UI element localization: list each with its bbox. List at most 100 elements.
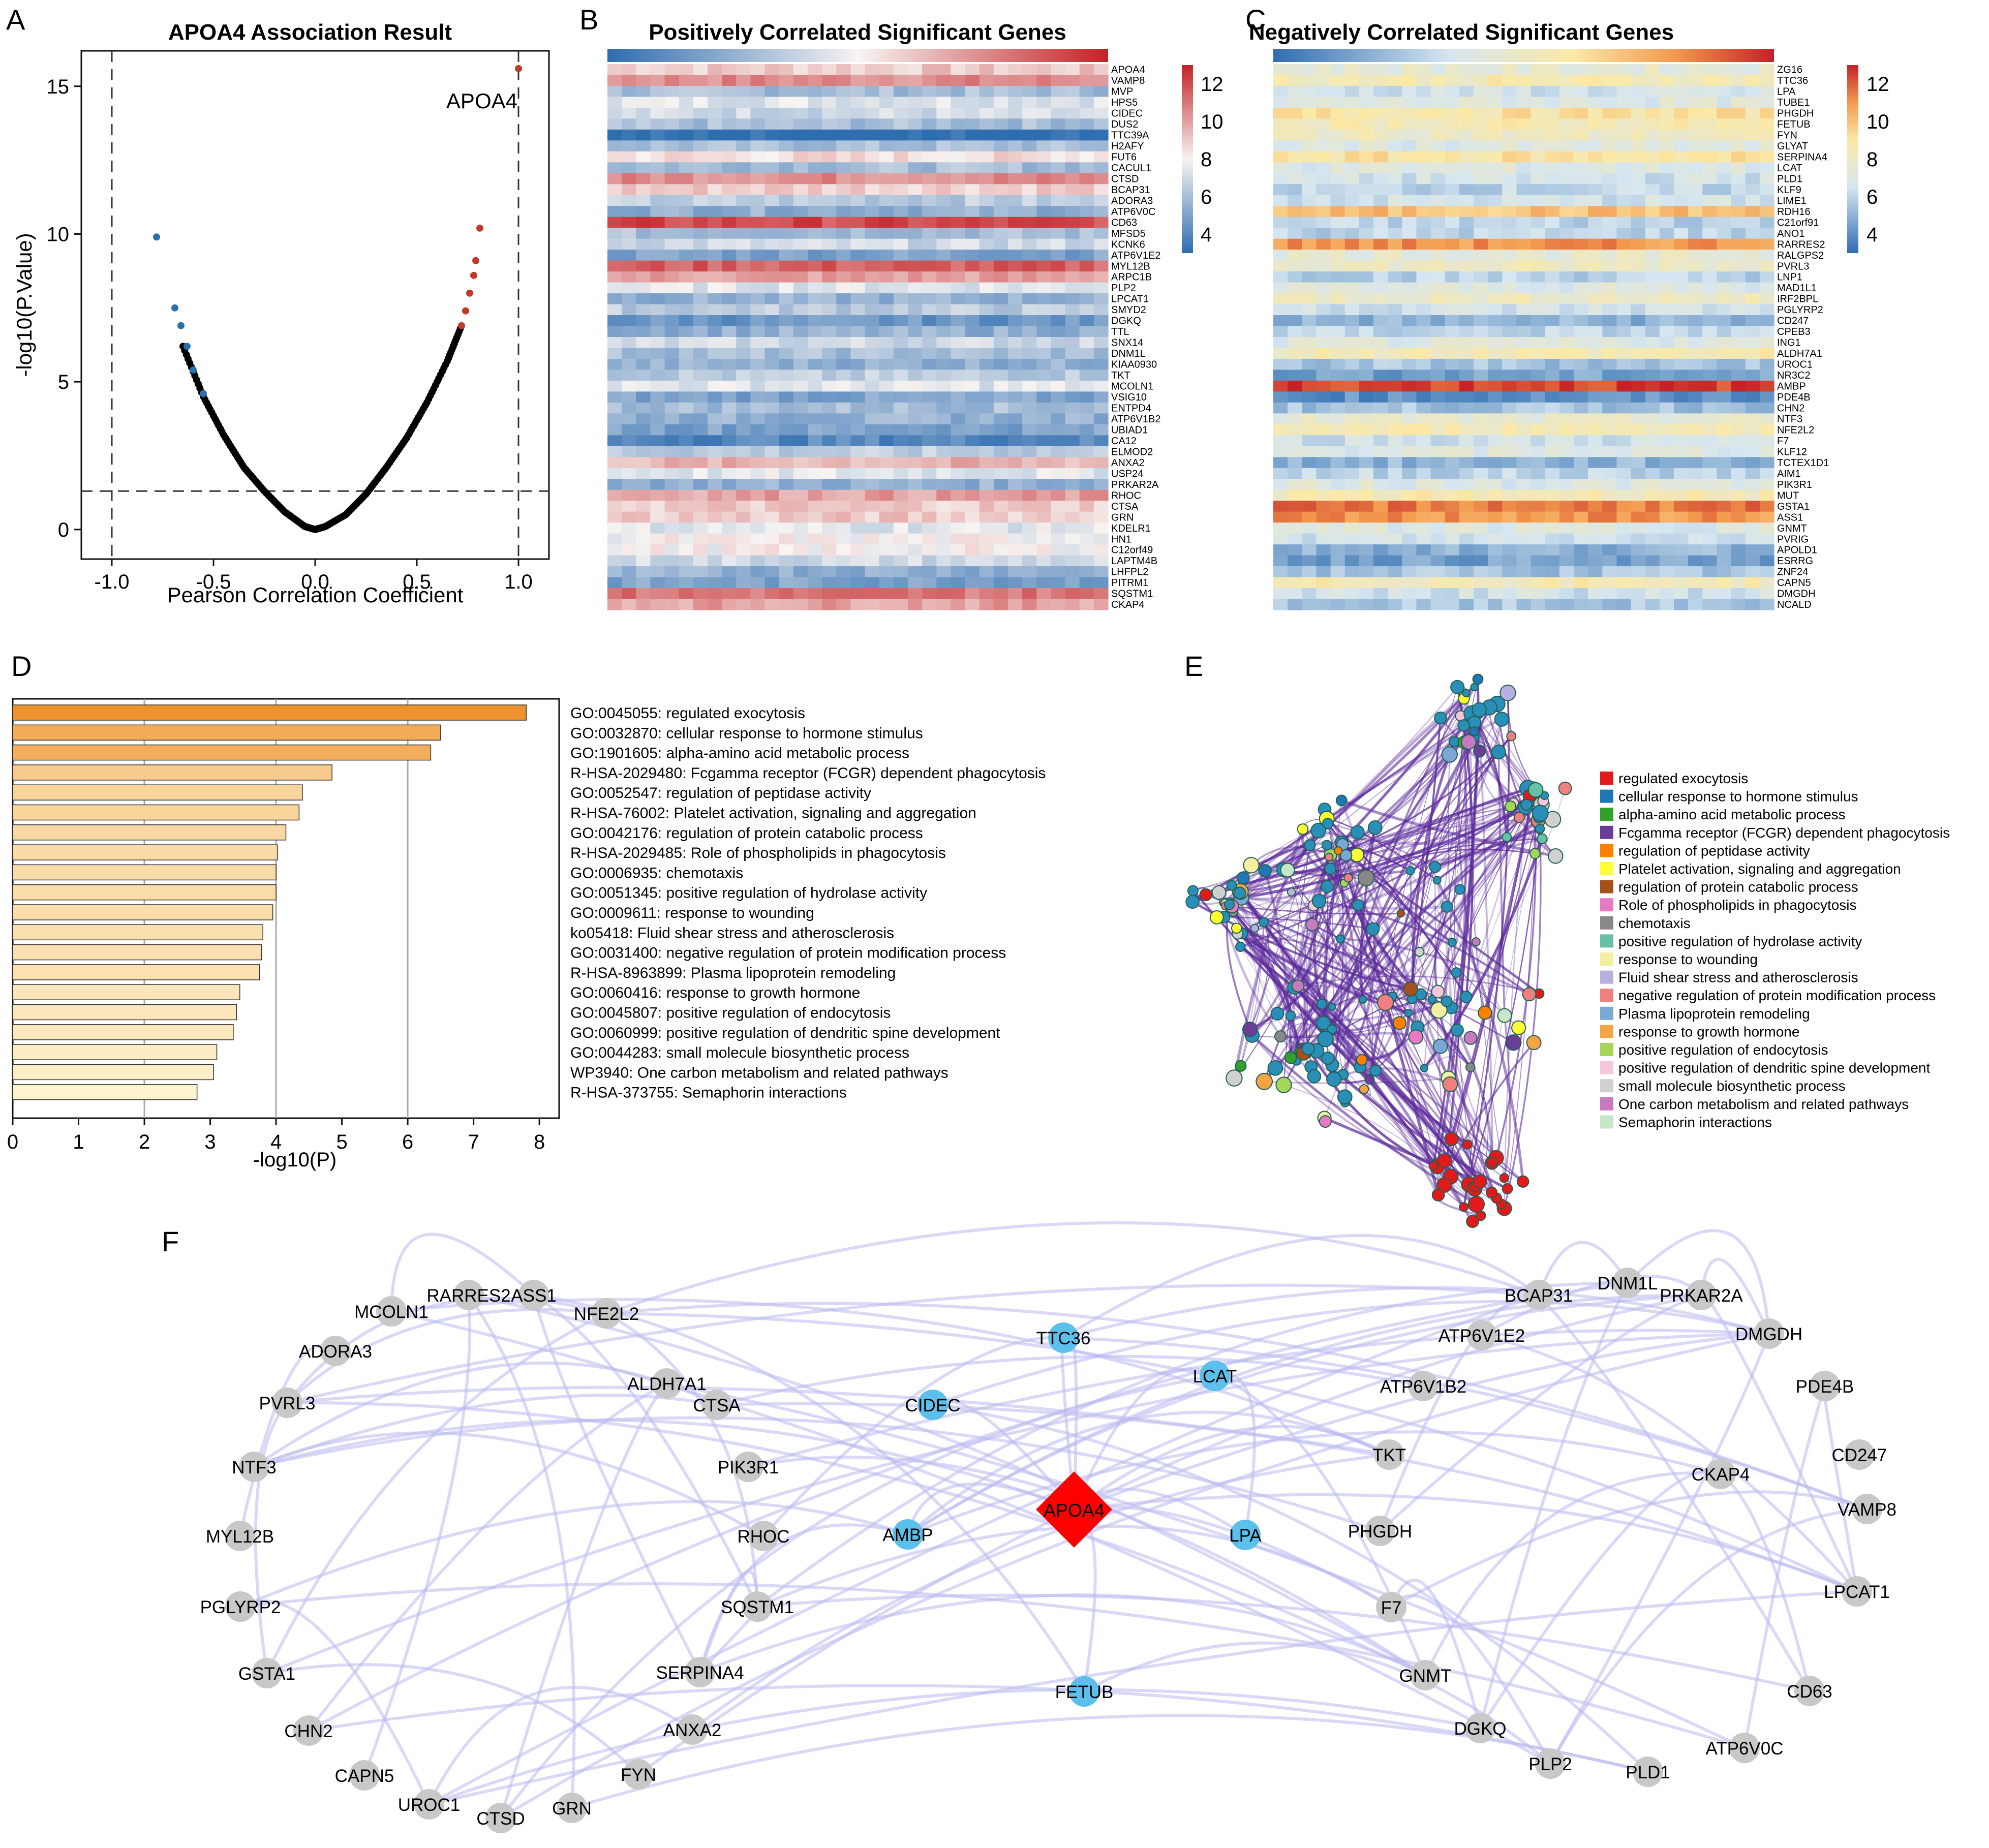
- heatmap-cell: [664, 599, 680, 610]
- heatmap-cell: [1302, 369, 1317, 381]
- heatmap-cell: [1531, 118, 1546, 130]
- heatmap-cell: [993, 140, 1008, 152]
- heatmap-cell: [793, 501, 808, 512]
- heatmap-cell: [708, 271, 722, 283]
- network-edge: [1324, 1117, 1481, 1183]
- heatmap-cell: [1574, 118, 1588, 130]
- network-edge: [1412, 867, 1436, 999]
- heatmap-cell: [1273, 151, 1288, 163]
- heatmap-cell: [1388, 326, 1402, 337]
- gene-node: [376, 1296, 407, 1327]
- heatmap-cell: [1373, 195, 1388, 206]
- heatmap-cell: [1093, 75, 1109, 86]
- heatmap-cell: [965, 238, 980, 250]
- heatmap-cell: [1022, 489, 1037, 501]
- heatmap-cell: [650, 402, 665, 414]
- heatmap-cell: [1008, 566, 1023, 578]
- heatmap-cell: [836, 85, 851, 98]
- heatmap-cell: [836, 577, 851, 589]
- heatmap-cell: [1659, 151, 1674, 163]
- heatmap-cell: [1051, 184, 1066, 196]
- heatmap-cell: [1373, 97, 1388, 108]
- heatmap-cell: [793, 271, 808, 283]
- heatmap-cell: [1502, 304, 1517, 316]
- gene-node: [252, 1658, 282, 1688]
- heatmap-cell: [1631, 206, 1646, 218]
- heatmap-cell: [965, 228, 980, 239]
- heatmap-cell: [1759, 260, 1774, 272]
- heatmap-cell: [1574, 369, 1588, 381]
- heatmap-cell: [1745, 468, 1760, 479]
- heatmap-cell: [1388, 293, 1402, 305]
- heatmap-cell: [979, 173, 994, 184]
- heatmap-cell: [1574, 348, 1588, 359]
- heatmap-cell: [951, 184, 966, 196]
- heatmap-cell: [1388, 315, 1402, 327]
- gene-node: [557, 1793, 587, 1823]
- heatmap-cell: [764, 588, 780, 600]
- gene-node-label: GNMT: [1399, 1666, 1451, 1686]
- heatmap-cell: [908, 555, 923, 567]
- heatmap-cell: [922, 118, 937, 130]
- heatmap-cell: [936, 326, 952, 337]
- heatmap-cell: [1588, 380, 1603, 392]
- heatmap-cell: [1645, 293, 1660, 305]
- heatmap-cell: [1631, 75, 1646, 86]
- heatmap-cell: [1359, 369, 1374, 381]
- heatmap-cell: [1488, 479, 1503, 490]
- heatmap-cell: [1065, 413, 1080, 425]
- heatmap-cell: [1373, 522, 1388, 534]
- heatmap-cell: [1574, 64, 1588, 76]
- heatmap-cell: [1488, 555, 1503, 567]
- heatmap-cell: [1745, 206, 1760, 218]
- heatmap-cell: [1445, 599, 1460, 610]
- heatmap-cell: [1288, 85, 1302, 98]
- heatmap-cell: [1559, 424, 1574, 436]
- gene-node: [225, 1591, 256, 1622]
- heatmap-cell: [922, 577, 937, 589]
- network-node: [1461, 734, 1477, 750]
- network-legend-swatch: [1600, 844, 1613, 857]
- gene-node: [623, 1759, 654, 1790]
- heatmap-cell: [1022, 162, 1037, 174]
- heatmap-cell: [1330, 380, 1345, 392]
- heatmap-cell: [908, 206, 923, 218]
- heatmap-cell: [750, 260, 766, 272]
- heatmap-cell: [1093, 479, 1109, 490]
- heatmap-cell: [1559, 358, 1574, 371]
- heatmap-cell: [893, 85, 908, 98]
- heatmap-cell: [979, 457, 994, 469]
- heatmap-cell: [1602, 293, 1617, 305]
- heatmap-cell: [750, 457, 766, 469]
- heatmap-cell: [1288, 380, 1302, 392]
- network-node: [1280, 863, 1295, 878]
- heatmap-cell: [636, 599, 651, 610]
- heatmap-cell: [1574, 228, 1588, 239]
- heatmap-cell: [750, 511, 766, 523]
- heatmap-cell: [1430, 566, 1446, 578]
- heatmap-cell: [936, 501, 952, 512]
- heatmap-cell: [1588, 282, 1603, 294]
- heatmap-cell: [636, 566, 651, 578]
- heatmap-cell: [879, 348, 894, 359]
- heatmap-cell: [1402, 271, 1417, 283]
- heatmap-cell: [808, 435, 822, 447]
- heatmap-cell: [1688, 151, 1703, 163]
- heatmap-cell: [736, 85, 751, 98]
- heatmap-cell: [708, 446, 722, 457]
- gene-network-edge: [468, 1293, 1426, 1677]
- heatmap-cell: [1602, 238, 1617, 250]
- heatmap-cell: [1079, 250, 1094, 261]
- heatmap-cell: [607, 217, 622, 228]
- gene-node: [272, 1388, 302, 1418]
- network-node: [1497, 1008, 1512, 1023]
- heatmap-cell: [650, 75, 665, 86]
- heatmap-cell: [1502, 533, 1517, 545]
- heatmap-cell: [750, 369, 766, 381]
- heatmap-cell: [1659, 457, 1674, 469]
- heatmap-cell: [1359, 64, 1374, 76]
- heatmap-cell: [1588, 140, 1603, 152]
- heatmap-cell: [793, 435, 808, 447]
- network-node: [1396, 909, 1405, 918]
- heatmap-cell: [1445, 348, 1460, 359]
